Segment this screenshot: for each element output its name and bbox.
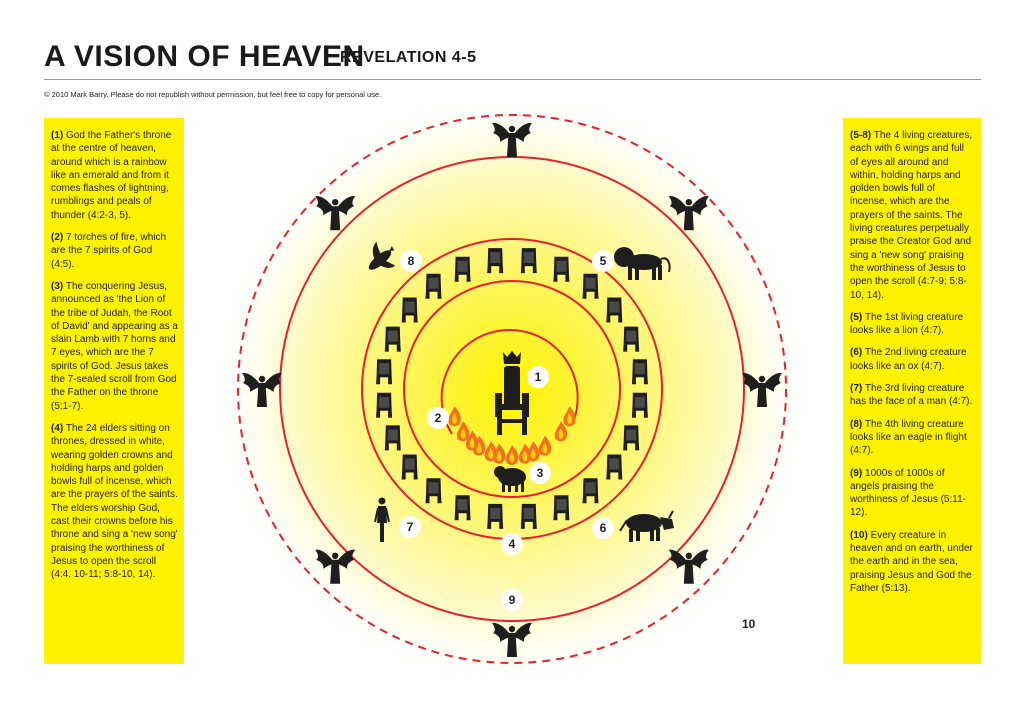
legend-item-7: (7) The 3rd living creature has the face…: [850, 383, 973, 408]
torches-of-fire: [448, 406, 576, 465]
label-torches: 2: [427, 407, 449, 429]
right-legend-panel: (5-8) The 4 living creatures, each with …: [843, 118, 981, 664]
fire-icon: [448, 406, 461, 427]
fire-icon: [527, 441, 540, 462]
svg-text:4: 4: [509, 537, 516, 551]
svg-text:3: 3: [537, 466, 544, 480]
throne-icon: [495, 351, 529, 435]
left-legend-panel: (1) God the Father's throne at the centr…: [44, 118, 184, 664]
fire-icon: [492, 443, 506, 464]
legend-item-5: (5) The 1st living creature looks like a…: [850, 311, 964, 337]
crown-icon: [503, 351, 521, 364]
outer-dashed-ring: [237, 114, 787, 664]
legend-item-3: (3) The conquering Jesus, announced as '…: [51, 280, 178, 412]
rainbow-arc: [440, 328, 579, 435]
label-angels: 9: [501, 589, 523, 611]
fire-icon: [563, 406, 576, 427]
fire-icon: [456, 421, 470, 442]
copyright-notice: © 2010 Mark Barry. Please do not republi…: [44, 90, 382, 99]
legend-item-5-8: (5-8) The 4 living creatures, each with …: [850, 130, 973, 301]
label-eagle: 8: [400, 250, 422, 272]
fire-icon: [554, 421, 568, 442]
page-title: A VISION OF HEAVEN: [44, 40, 365, 73]
svg-text:8: 8: [408, 254, 415, 268]
label-ox: 6: [592, 517, 614, 539]
svg-text:5: 5: [600, 254, 607, 268]
label-elders: 4: [501, 533, 523, 555]
fire-icon: [538, 435, 552, 456]
legend-item-1: (1) God the Father's throne at the centr…: [51, 130, 172, 221]
lamb-icon: [494, 466, 526, 492]
title-divider: [44, 79, 981, 80]
fire-icon: [484, 441, 498, 462]
label-throne: 1: [527, 366, 549, 388]
legend-item-9: (9) 1000s of 1000s of angels praising th…: [850, 467, 966, 519]
eagle-icon: [368, 241, 396, 270]
man-icon: [374, 497, 390, 542]
label-lamb: 3: [529, 462, 551, 484]
label-lion: 5: [592, 250, 614, 272]
svg-text:6: 6: [600, 521, 607, 535]
label-every-creature: 10: [742, 617, 756, 631]
angel-ring: [279, 156, 745, 622]
ox-icon: [619, 510, 674, 542]
svg-text:1: 1: [535, 370, 542, 384]
page-subtitle: REVELATION 4-5: [340, 49, 477, 66]
svg-text:9: 9: [509, 593, 516, 607]
label-man: 7: [399, 516, 421, 538]
legend-item-8: (8) The 4th living creature looks like a…: [850, 418, 967, 457]
heaven-diagram: 1 2 3 4 5 6 7 8 9 10: [202, 98, 822, 668]
fire-icon: [465, 430, 479, 451]
lion-icon: [614, 247, 671, 280]
legend-item-10: (10) Every creature in heaven and on ear…: [850, 529, 973, 594]
legend-item-2: (2) 7 torches of fire, which are the 7 s…: [51, 232, 167, 270]
svg-text:2: 2: [435, 411, 442, 425]
inner-ring: [403, 280, 621, 498]
fire-icon: [505, 445, 519, 465]
legend-item-6: (6) The 2nd living creature looks like a…: [850, 347, 967, 372]
svg-text:7: 7: [407, 520, 414, 534]
legend-item-4: (4) The 24 elders sitting on thrones, dr…: [51, 422, 178, 581]
